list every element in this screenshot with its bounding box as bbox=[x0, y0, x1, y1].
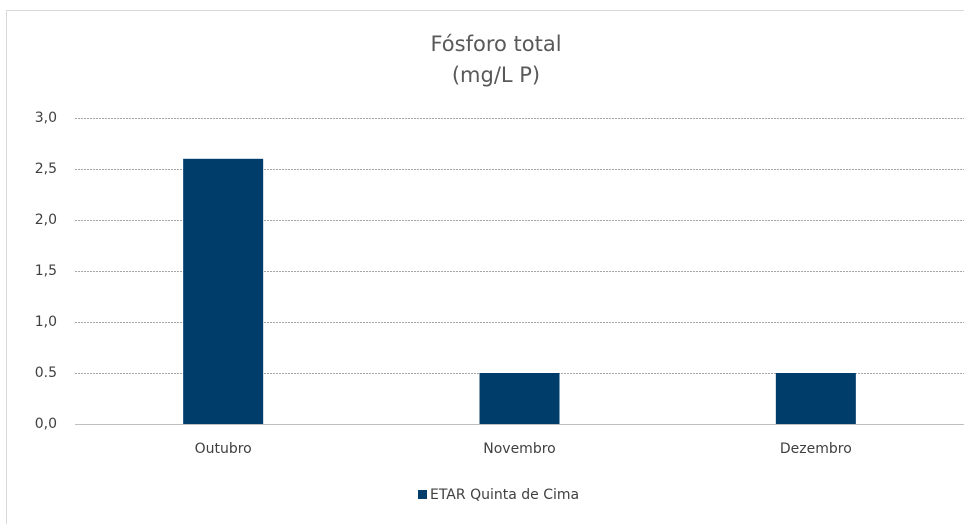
y-tick-label: 2,0 bbox=[35, 212, 57, 228]
chart-frame bbox=[6, 10, 964, 524]
bar bbox=[479, 373, 560, 424]
y-tick-label: 0.5 bbox=[35, 365, 57, 381]
y-tick-label: 1,5 bbox=[35, 263, 57, 279]
legend-label: ETAR Quinta de Cima bbox=[430, 487, 579, 503]
legend-swatch bbox=[418, 490, 427, 499]
bar bbox=[775, 373, 856, 424]
y-tick-label: 2,5 bbox=[35, 161, 57, 177]
bar bbox=[183, 158, 264, 425]
y-tick-label: 1,0 bbox=[35, 314, 57, 330]
x-tick-label: Novembro bbox=[483, 441, 555, 457]
y-tick-label: 3,0 bbox=[35, 110, 57, 126]
x-tick-label: Outubro bbox=[195, 441, 252, 457]
x-tick-label: Dezembro bbox=[780, 441, 852, 457]
chart-title: Fósforo total bbox=[430, 32, 561, 56]
y-tick-label: 0,0 bbox=[35, 416, 57, 432]
chart-subtitle: (mg/L P) bbox=[452, 63, 540, 87]
